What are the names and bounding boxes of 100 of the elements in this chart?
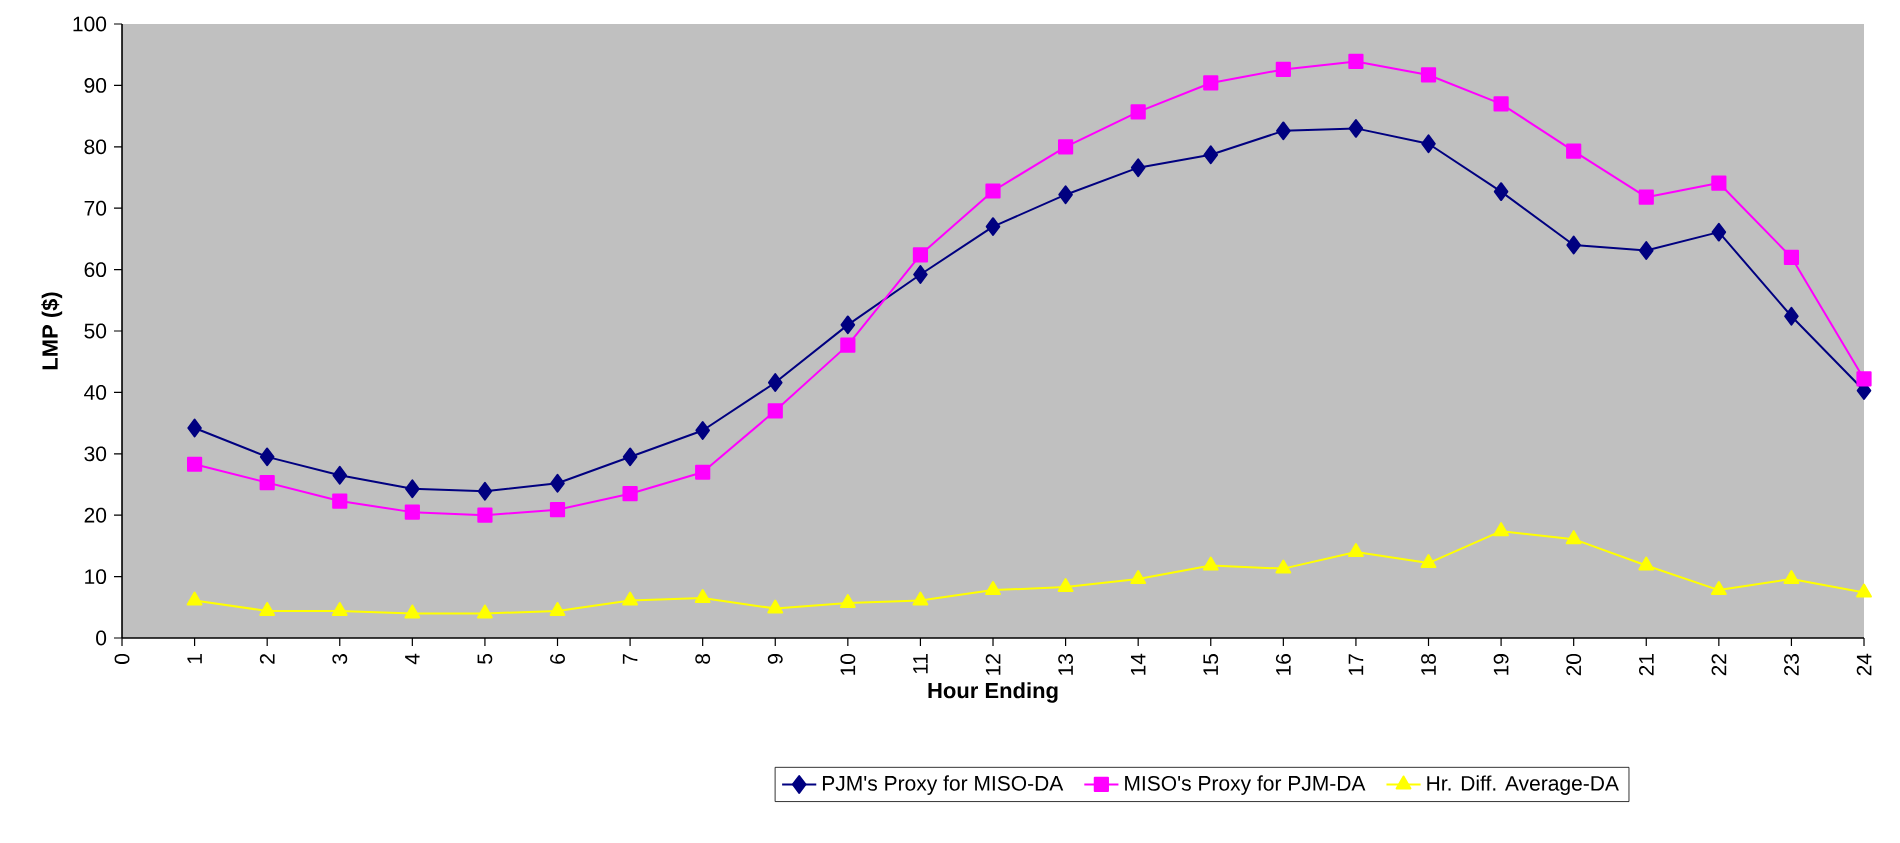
point	[913, 265, 928, 284]
point	[259, 601, 276, 616]
x-tick-label: 4	[405, 653, 420, 665]
point	[622, 591, 639, 606]
point	[767, 599, 784, 614]
x-tick-label: 23	[1784, 653, 1799, 676]
x-tick-label: 11	[913, 654, 928, 674]
point	[694, 589, 711, 604]
point	[1348, 53, 1364, 70]
point	[1784, 306, 1799, 326]
point	[405, 479, 420, 499]
legend-label: Hr. Diff. Average-DA	[1427, 775, 1619, 795]
point	[695, 464, 711, 480]
point	[1275, 559, 1292, 574]
point	[767, 403, 783, 419]
point	[1711, 175, 1727, 191]
point	[1348, 543, 1364, 558]
x-tick-label: 7	[622, 654, 638, 664]
point	[1130, 158, 1146, 178]
point	[331, 601, 348, 616]
point	[1203, 145, 1219, 165]
point	[404, 504, 420, 520]
point	[1058, 185, 1073, 205]
x-tick-label: 19	[1493, 654, 1509, 675]
point	[1130, 570, 1147, 585]
x-tick-label: 1	[187, 654, 202, 664]
point	[1638, 189, 1654, 205]
point	[1783, 249, 1800, 265]
x-tick-label: 2	[259, 654, 275, 664]
point	[186, 591, 203, 606]
y-tick-label: 40	[84, 384, 107, 400]
y-tick-label: 80	[84, 139, 107, 155]
x-tick-label: 13	[1058, 653, 1074, 675]
point	[259, 475, 275, 491]
x-tick-label: 15	[1203, 653, 1219, 675]
x-tick-label: 16	[1275, 653, 1291, 675]
point	[622, 486, 638, 502]
y-tick-label: 10	[85, 569, 107, 585]
point	[985, 581, 1001, 596]
point	[622, 447, 638, 467]
point	[549, 502, 566, 518]
point	[1276, 121, 1291, 141]
y-tick-label: 100	[73, 16, 107, 32]
point	[1711, 222, 1727, 242]
point	[187, 418, 202, 438]
point	[1058, 139, 1074, 155]
point	[1783, 570, 1800, 585]
point	[477, 507, 493, 523]
point	[1348, 118, 1364, 138]
point	[1203, 75, 1219, 91]
y-tick-label: 20	[84, 507, 107, 523]
y-tick-label: 50	[84, 323, 107, 339]
x-tick-label: 10	[840, 653, 856, 675]
x-tick-label: 18	[1421, 653, 1436, 675]
x-tick-label: 17	[1348, 654, 1364, 675]
y-tick-label: 30	[84, 446, 107, 462]
x-axis-title: Hour Ending	[928, 682, 1058, 703]
y-tick-label: 0	[96, 630, 107, 646]
point	[1493, 96, 1509, 112]
x-tick-label: 24	[1856, 653, 1872, 676]
point	[1566, 143, 1582, 159]
point	[1856, 371, 1872, 387]
point	[550, 473, 565, 493]
x-tick-label: 5	[477, 653, 493, 664]
point	[1856, 583, 1872, 598]
point	[1566, 235, 1581, 255]
point	[404, 604, 421, 619]
x-tick-label: 6	[550, 653, 565, 664]
point	[985, 183, 1001, 199]
y-tick-label: 90	[84, 77, 107, 93]
point	[1202, 556, 1219, 571]
x-tick-label: 8	[695, 653, 711, 664]
x-tick-label: 20	[1566, 653, 1582, 676]
legend-label: PJM's Proxy for MISO-DA	[822, 775, 1064, 795]
point	[186, 456, 203, 472]
point	[1057, 578, 1074, 593]
point	[477, 481, 493, 501]
point	[549, 601, 566, 616]
point	[1421, 134, 1436, 154]
point	[839, 594, 856, 608]
point	[476, 604, 493, 619]
legend-label: MISO's Proxy for PJM-DA	[1125, 775, 1366, 795]
x-tick-label: 14	[1130, 653, 1146, 675]
y-tick-label: 70	[84, 200, 107, 216]
x-tick-label: 3	[332, 653, 348, 664]
point	[1493, 182, 1509, 202]
point	[985, 217, 1001, 237]
point	[1710, 581, 1727, 596]
point	[1420, 67, 1437, 83]
x-tick-label: 9	[767, 654, 783, 664]
point	[695, 421, 710, 440]
x-tick-label: 12	[985, 654, 1001, 675]
point	[912, 591, 929, 606]
point	[840, 315, 856, 335]
point	[332, 493, 348, 509]
point	[840, 337, 856, 353]
point	[767, 373, 783, 392]
x-tick-label: 21	[1638, 654, 1654, 676]
point	[1638, 241, 1654, 260]
y-axis-title: LMP ($)	[41, 292, 63, 370]
